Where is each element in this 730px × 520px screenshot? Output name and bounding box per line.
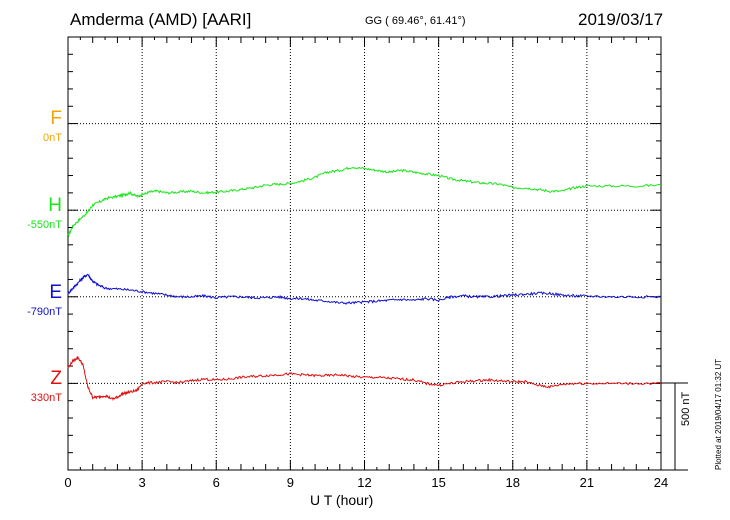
x-tick-label: 24 [654,475,668,490]
x-tick-label: 15 [431,475,445,490]
component-baseline: 330nT [30,392,62,404]
chart-date: 2019/03/17 [578,10,664,29]
series-layer [67,166,662,402]
component-label-h: H -550nT [27,195,62,231]
x-axis-ticks: 0 3 6 9 12 15 18 21 24 [64,37,668,490]
component-label-e: E -790nT [27,282,62,318]
x-tick-label: 6 [213,475,220,490]
series-line-h [67,166,662,238]
x-tick-label: 3 [139,475,146,490]
x-tick-label: 12 [357,475,371,490]
component-baseline: -550nT [27,219,62,231]
x-axis-title: U T (hour) [310,492,374,508]
x-tick-label: 9 [287,475,294,490]
x-tick-label: 0 [64,475,71,490]
component-name: Z [50,368,62,389]
component-label-f: F 0nT [43,108,62,144]
component-name: E [49,282,62,303]
geographic-coordinates: GG ( 69.46°, 61.41°) [365,15,466,27]
series-line-e [67,273,662,305]
scale-bar-label: 500 nT [680,391,692,426]
x-tick-label: 18 [506,475,520,490]
component-baseline: 0nT [43,132,62,144]
scale-bar [661,382,688,471]
component-label-z: Z 330nT [31,368,62,404]
grid-lines [68,37,661,470]
plotted-timestamp: Plotted at 2019/04/17 01:32 UT [714,358,723,470]
series-line-z [67,355,662,402]
station-title: Amderma (AMD) [AARI] [70,10,252,29]
component-name: H [48,195,62,216]
component-baseline: -790nT [27,306,62,318]
x-tick-label: 21 [580,475,594,490]
y-tick-marks [68,53,661,471]
component-name: F [50,108,62,129]
